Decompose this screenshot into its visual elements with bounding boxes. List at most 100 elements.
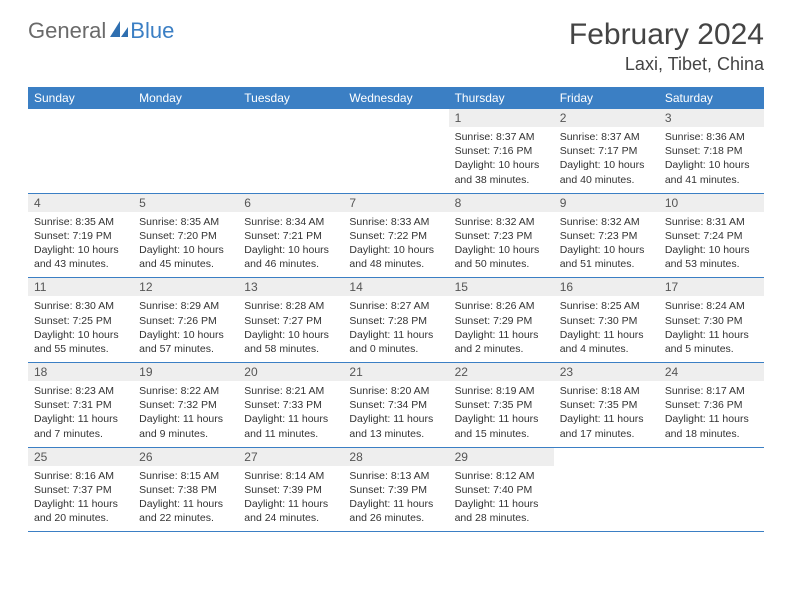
daylight-text-1: Daylight: 10 hours (34, 243, 127, 257)
sunset-text: Sunset: 7:30 PM (665, 314, 758, 328)
day-body: Sunrise: 8:29 AMSunset: 7:26 PMDaylight:… (133, 296, 238, 362)
daylight-text-1: Daylight: 11 hours (34, 497, 127, 511)
sunset-text: Sunset: 7:27 PM (244, 314, 337, 328)
day-number: 3 (659, 109, 764, 127)
daylight-text-2: and 51 minutes. (560, 257, 653, 271)
sunset-text: Sunset: 7:34 PM (349, 398, 442, 412)
week-row: 25Sunrise: 8:16 AMSunset: 7:37 PMDayligh… (28, 448, 764, 533)
day-body: Sunrise: 8:26 AMSunset: 7:29 PMDaylight:… (449, 296, 554, 362)
day-body: Sunrise: 8:23 AMSunset: 7:31 PMDaylight:… (28, 381, 133, 447)
day-cell: 17Sunrise: 8:24 AMSunset: 7:30 PMDayligh… (659, 278, 764, 362)
month-title: February 2024 (569, 18, 764, 52)
day-cell: 6Sunrise: 8:34 AMSunset: 7:21 PMDaylight… (238, 194, 343, 278)
daylight-text-1: Daylight: 10 hours (244, 328, 337, 342)
sunset-text: Sunset: 7:20 PM (139, 229, 232, 243)
daylight-text-1: Daylight: 11 hours (139, 497, 232, 511)
day-number: 12 (133, 278, 238, 296)
day-cell: 16Sunrise: 8:25 AMSunset: 7:30 PMDayligh… (554, 278, 659, 362)
sunrise-text: Sunrise: 8:15 AM (139, 469, 232, 483)
sunset-text: Sunset: 7:32 PM (139, 398, 232, 412)
day-cell: 11Sunrise: 8:30 AMSunset: 7:25 PMDayligh… (28, 278, 133, 362)
day-body: Sunrise: 8:31 AMSunset: 7:24 PMDaylight:… (659, 212, 764, 278)
day-number: 16 (554, 278, 659, 296)
daylight-text-2: and 41 minutes. (665, 173, 758, 187)
sunset-text: Sunset: 7:29 PM (455, 314, 548, 328)
daylight-text-1: Daylight: 11 hours (349, 497, 442, 511)
day-body: Sunrise: 8:35 AMSunset: 7:20 PMDaylight:… (133, 212, 238, 278)
daylight-text-1: Daylight: 10 hours (560, 158, 653, 172)
day-number: 19 (133, 363, 238, 381)
daylight-text-1: Daylight: 10 hours (139, 243, 232, 257)
sunrise-text: Sunrise: 8:33 AM (349, 215, 442, 229)
day-header: Wednesday (343, 87, 448, 109)
day-number: 10 (659, 194, 764, 212)
daylight-text-2: and 7 minutes. (34, 427, 127, 441)
daylight-text-1: Daylight: 10 hours (244, 243, 337, 257)
day-number: 24 (659, 363, 764, 381)
daylight-text-2: and 53 minutes. (665, 257, 758, 271)
day-cell: 3Sunrise: 8:36 AMSunset: 7:18 PMDaylight… (659, 109, 764, 193)
sunset-text: Sunset: 7:16 PM (455, 144, 548, 158)
daylight-text-2: and 58 minutes. (244, 342, 337, 356)
day-number: 29 (449, 448, 554, 466)
day-body: Sunrise: 8:25 AMSunset: 7:30 PMDaylight:… (554, 296, 659, 362)
daylight-text-1: Daylight: 11 hours (560, 412, 653, 426)
week-row: 11Sunrise: 8:30 AMSunset: 7:25 PMDayligh… (28, 278, 764, 363)
day-body: Sunrise: 8:20 AMSunset: 7:34 PMDaylight:… (343, 381, 448, 447)
day-body: Sunrise: 8:37 AMSunset: 7:17 PMDaylight:… (554, 127, 659, 193)
day-body: Sunrise: 8:24 AMSunset: 7:30 PMDaylight:… (659, 296, 764, 362)
day-header: Tuesday (238, 87, 343, 109)
day-header: Thursday (449, 87, 554, 109)
daylight-text-2: and 5 minutes. (665, 342, 758, 356)
day-number: 15 (449, 278, 554, 296)
sunrise-text: Sunrise: 8:19 AM (455, 384, 548, 398)
sunset-text: Sunset: 7:22 PM (349, 229, 442, 243)
day-cell: 9Sunrise: 8:32 AMSunset: 7:23 PMDaylight… (554, 194, 659, 278)
daylight-text-1: Daylight: 10 hours (455, 243, 548, 257)
sunset-text: Sunset: 7:40 PM (455, 483, 548, 497)
sunrise-text: Sunrise: 8:21 AM (244, 384, 337, 398)
day-number: 23 (554, 363, 659, 381)
day-header: Saturday (659, 87, 764, 109)
daylight-text-2: and 0 minutes. (349, 342, 442, 356)
sunset-text: Sunset: 7:39 PM (349, 483, 442, 497)
daylight-text-2: and 15 minutes. (455, 427, 548, 441)
day-number: 17 (659, 278, 764, 296)
day-cell: 19Sunrise: 8:22 AMSunset: 7:32 PMDayligh… (133, 363, 238, 447)
day-cell: 28Sunrise: 8:13 AMSunset: 7:39 PMDayligh… (343, 448, 448, 532)
sunrise-text: Sunrise: 8:34 AM (244, 215, 337, 229)
daylight-text-2: and 17 minutes. (560, 427, 653, 441)
day-cell: 22Sunrise: 8:19 AMSunset: 7:35 PMDayligh… (449, 363, 554, 447)
weeks-container: 1Sunrise: 8:37 AMSunset: 7:16 PMDaylight… (28, 109, 764, 532)
day-number: 22 (449, 363, 554, 381)
day-body: Sunrise: 8:13 AMSunset: 7:39 PMDaylight:… (343, 466, 448, 532)
week-row: 4Sunrise: 8:35 AMSunset: 7:19 PMDaylight… (28, 194, 764, 279)
page-header: General Blue February 2024 Laxi, Tibet, … (28, 18, 764, 75)
day-cell: 15Sunrise: 8:26 AMSunset: 7:29 PMDayligh… (449, 278, 554, 362)
daylight-text-1: Daylight: 11 hours (349, 328, 442, 342)
daylight-text-2: and 26 minutes. (349, 511, 442, 525)
sunrise-text: Sunrise: 8:32 AM (560, 215, 653, 229)
day-number: 25 (28, 448, 133, 466)
daylight-text-2: and 57 minutes. (139, 342, 232, 356)
sunrise-text: Sunrise: 8:29 AM (139, 299, 232, 313)
daylight-text-2: and 20 minutes. (34, 511, 127, 525)
sunrise-text: Sunrise: 8:31 AM (665, 215, 758, 229)
daylight-text-1: Daylight: 10 hours (455, 158, 548, 172)
day-body: Sunrise: 8:15 AMSunset: 7:38 PMDaylight:… (133, 466, 238, 532)
day-body: Sunrise: 8:27 AMSunset: 7:28 PMDaylight:… (343, 296, 448, 362)
day-number: 28 (343, 448, 448, 466)
daylight-text-1: Daylight: 11 hours (349, 412, 442, 426)
day-cell: 27Sunrise: 8:14 AMSunset: 7:39 PMDayligh… (238, 448, 343, 532)
day-body: Sunrise: 8:17 AMSunset: 7:36 PMDaylight:… (659, 381, 764, 447)
sunrise-text: Sunrise: 8:13 AM (349, 469, 442, 483)
day-cell: 14Sunrise: 8:27 AMSunset: 7:28 PMDayligh… (343, 278, 448, 362)
daylight-text-2: and 13 minutes. (349, 427, 442, 441)
daylight-text-1: Daylight: 10 hours (34, 328, 127, 342)
sunset-text: Sunset: 7:39 PM (244, 483, 337, 497)
day-number: 1 (449, 109, 554, 127)
daylight-text-1: Daylight: 11 hours (665, 328, 758, 342)
day-header: Monday (133, 87, 238, 109)
day-number: 11 (28, 278, 133, 296)
day-number: 21 (343, 363, 448, 381)
